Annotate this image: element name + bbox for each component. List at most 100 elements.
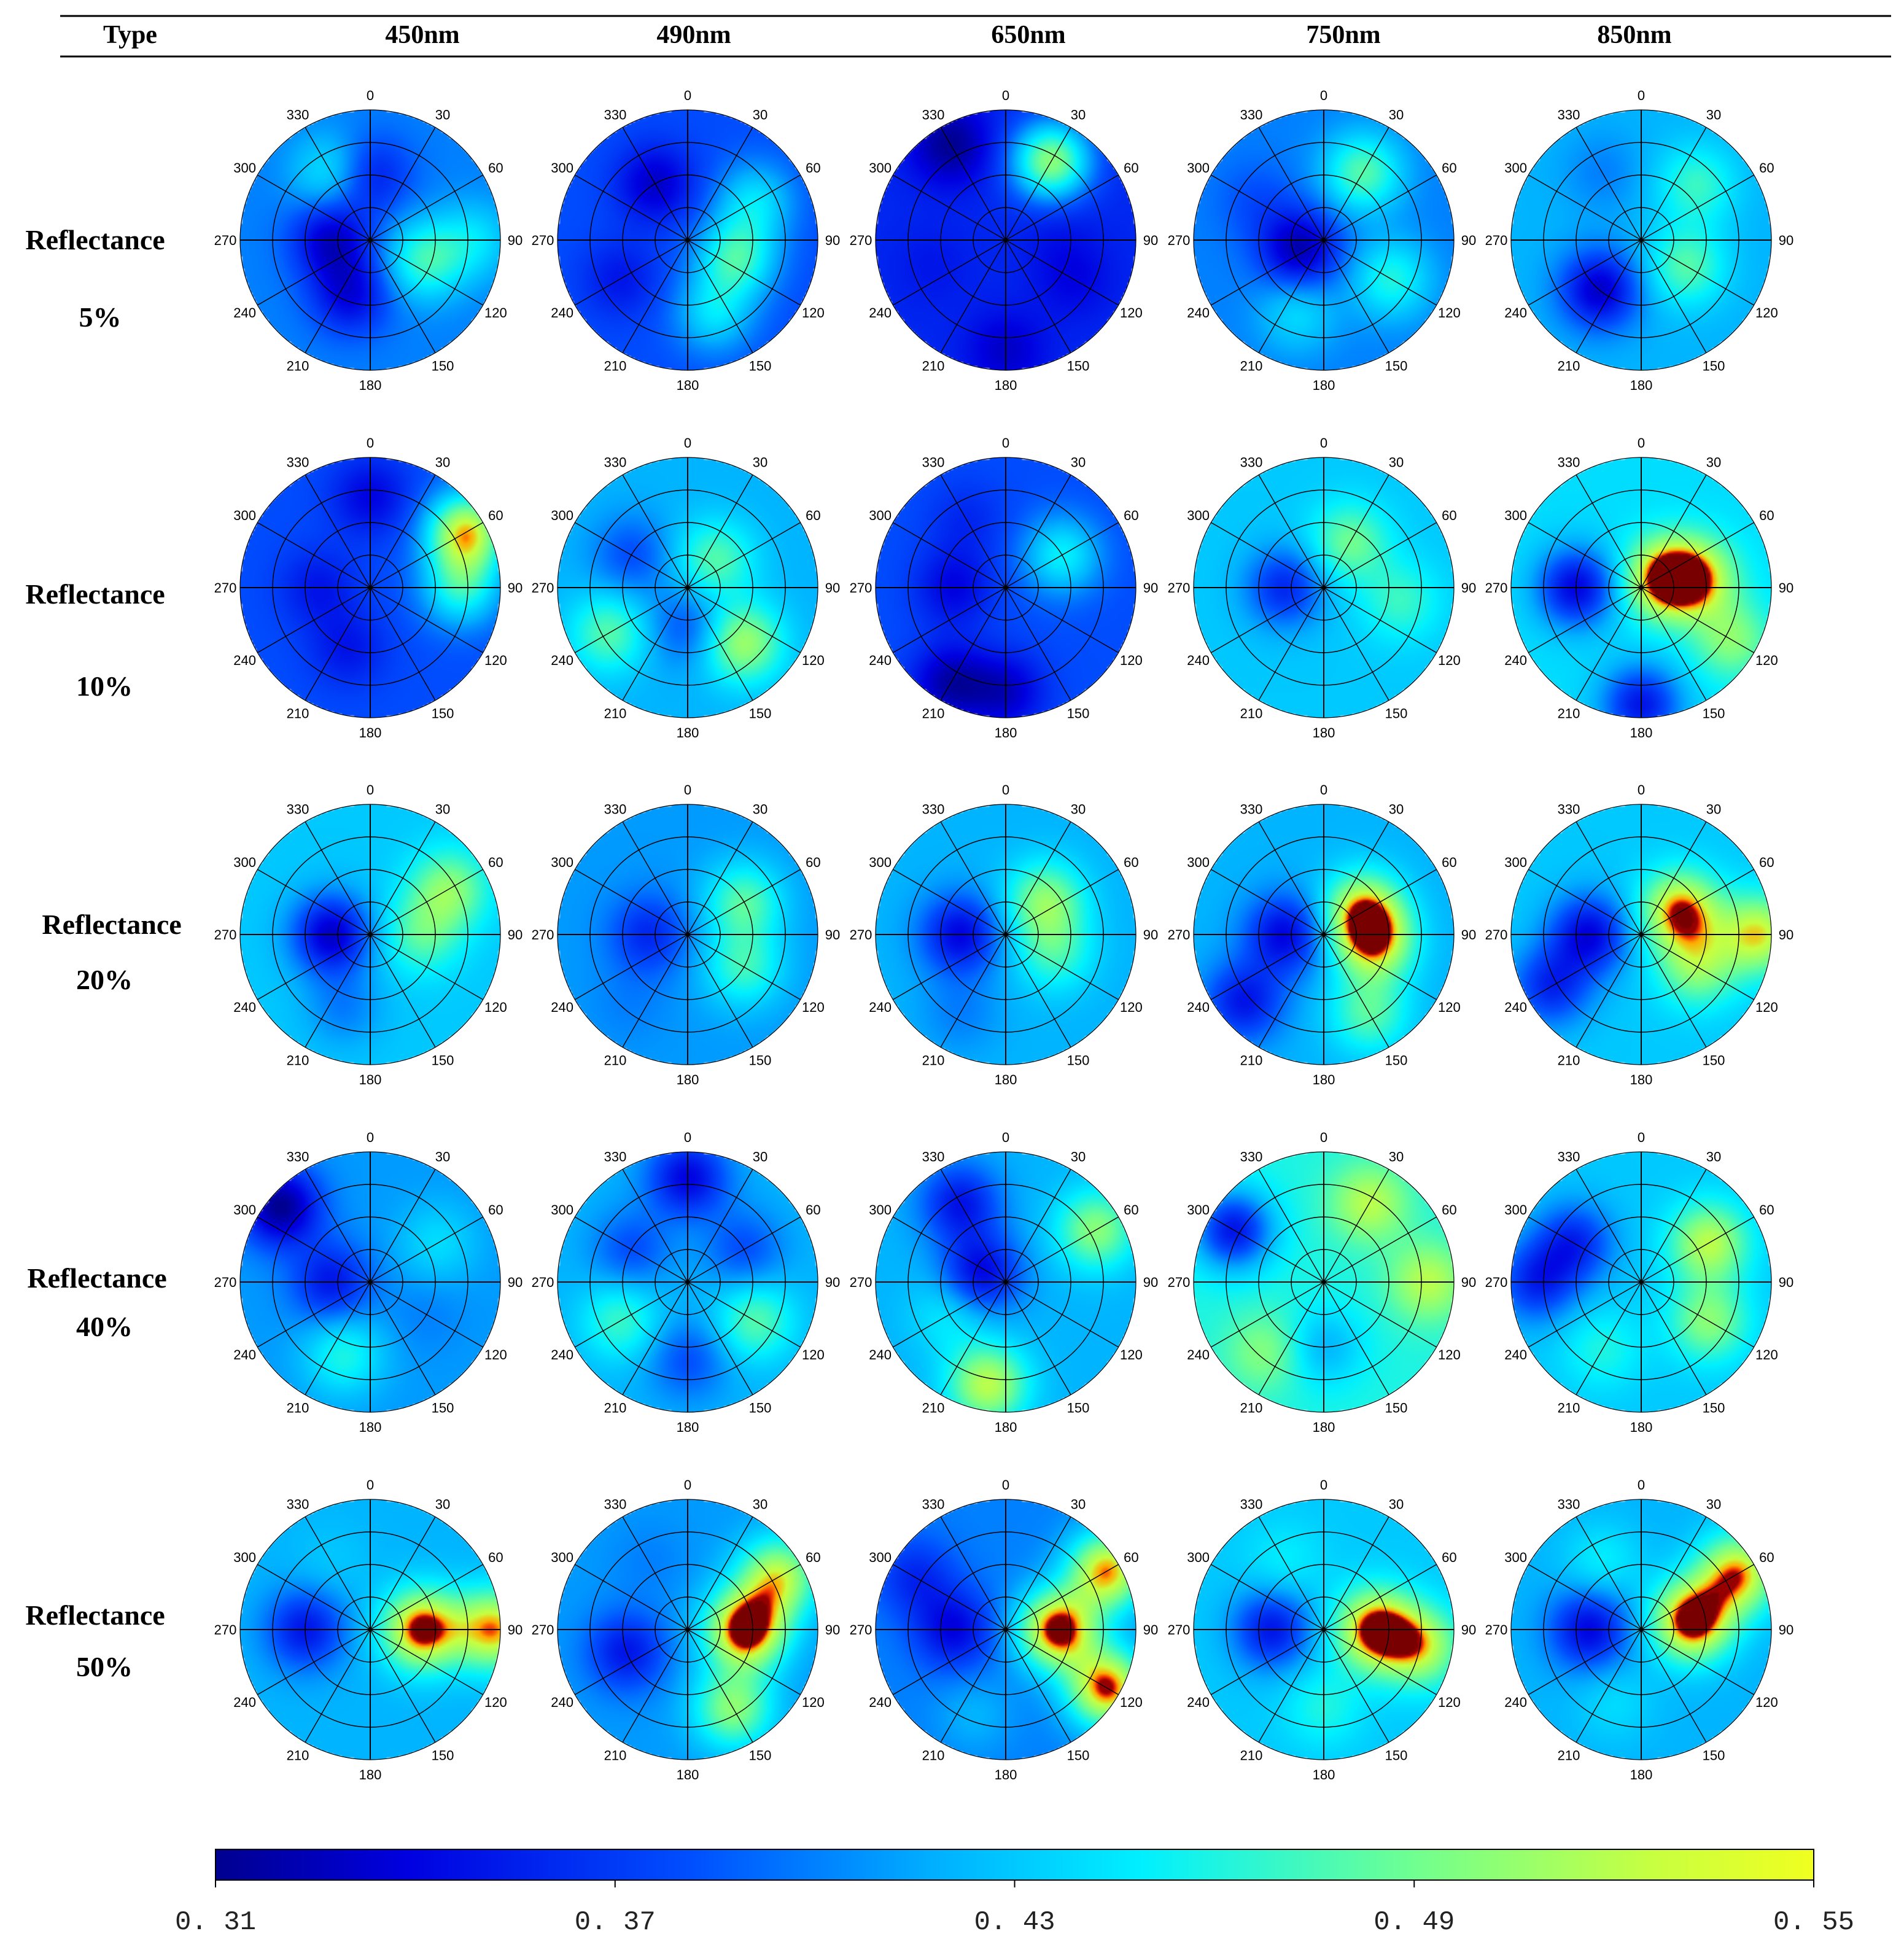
polar-spoke bbox=[1641, 1629, 1707, 1743]
colorbar-tick-label: 0. 43 bbox=[974, 1907, 1055, 1938]
angle-label: 120 bbox=[802, 305, 825, 321]
angle-label: 90 bbox=[1779, 233, 1793, 248]
polar-spoke bbox=[1641, 1281, 1754, 1348]
angle-label: 0 bbox=[367, 782, 374, 798]
polar-spoke bbox=[1258, 1281, 1324, 1395]
polar-spoke bbox=[893, 1564, 1006, 1630]
polar-spoke bbox=[622, 475, 688, 588]
polar-spoke bbox=[257, 869, 371, 935]
polar-spoke bbox=[687, 1216, 801, 1283]
angle-label: 300 bbox=[233, 160, 256, 176]
angle-label: 30 bbox=[1071, 107, 1086, 123]
polar-panel: 0 30 60 90 120 150 180 210 240 270 300 330 bbox=[850, 88, 1159, 393]
angle-label: 0 bbox=[367, 1130, 374, 1145]
angle-label: 270 bbox=[532, 1275, 554, 1290]
polar-spoke bbox=[940, 239, 1006, 353]
polar-spoke bbox=[257, 587, 371, 653]
polar-spoke bbox=[1528, 934, 1642, 1000]
angle-label: 30 bbox=[1706, 107, 1721, 123]
polar-spoke bbox=[687, 934, 753, 1047]
colorbar: 0. 31 0. 37 0. 43 0. 49 0. 55 bbox=[175, 1849, 1854, 1938]
polar-spoke bbox=[257, 1281, 371, 1348]
angle-label: 120 bbox=[1120, 305, 1143, 321]
angle-label: 30 bbox=[435, 802, 450, 817]
angle-label: 270 bbox=[214, 927, 237, 942]
angle-label: 240 bbox=[551, 653, 573, 668]
polar-spoke bbox=[893, 1216, 1006, 1283]
angle-label: 150 bbox=[749, 1400, 772, 1415]
angle-label: 180 bbox=[1313, 378, 1335, 393]
polar-spoke bbox=[1576, 822, 1642, 935]
polar-spoke bbox=[370, 174, 483, 241]
angle-label: 330 bbox=[287, 802, 309, 817]
angle-label: 90 bbox=[1143, 1622, 1158, 1638]
angle-label: 150 bbox=[1067, 1052, 1090, 1068]
angle-label: 30 bbox=[1071, 802, 1086, 817]
angle-label: 120 bbox=[802, 653, 825, 668]
angle-label: 210 bbox=[287, 1747, 309, 1763]
polar-spoke bbox=[1323, 587, 1389, 701]
angle-label: 30 bbox=[1071, 1497, 1086, 1512]
angle-label: 270 bbox=[850, 927, 872, 942]
angle-label: 270 bbox=[1168, 580, 1191, 596]
polar-spoke bbox=[1211, 174, 1324, 241]
angle-label: 90 bbox=[825, 233, 840, 248]
angle-label: 210 bbox=[1558, 1747, 1580, 1763]
polar-spoke bbox=[257, 239, 371, 306]
angle-label: 240 bbox=[869, 653, 892, 668]
angle-label: 120 bbox=[1120, 1695, 1143, 1710]
angle-label: 150 bbox=[749, 705, 772, 721]
polar-spoke bbox=[1576, 587, 1642, 701]
angle-label: 330 bbox=[604, 802, 627, 817]
angle-label: 180 bbox=[995, 725, 1017, 740]
angle-label: 330 bbox=[604, 107, 627, 123]
angle-label: 210 bbox=[604, 1052, 627, 1068]
angle-label: 30 bbox=[435, 455, 450, 470]
polar-panels: 0306090120150180210240270300330030609012… bbox=[214, 88, 1794, 1782]
angle-label: 270 bbox=[214, 580, 237, 596]
angle-label: 120 bbox=[802, 1347, 825, 1362]
polar-spoke bbox=[1005, 127, 1071, 241]
polar-spoke bbox=[1323, 1629, 1437, 1695]
polar-spoke bbox=[1323, 1629, 1389, 1743]
polar-spoke bbox=[1528, 869, 1642, 935]
polar-panel: 0 30 60 90 120 150 180 210 240 270 300 330 bbox=[850, 435, 1159, 740]
polar-spoke bbox=[1528, 239, 1642, 306]
angle-label: 270 bbox=[532, 580, 554, 596]
angle-label: 210 bbox=[1558, 358, 1580, 373]
angle-label: 30 bbox=[753, 455, 767, 470]
angle-label: 270 bbox=[214, 1275, 237, 1290]
polar-spoke bbox=[1641, 1169, 1707, 1283]
polar-spoke bbox=[1211, 1629, 1324, 1695]
angle-label: 240 bbox=[1504, 1000, 1527, 1015]
colorbar-tick-label: 0. 49 bbox=[1374, 1907, 1455, 1938]
polar-spoke bbox=[1641, 127, 1707, 241]
angle-label: 150 bbox=[1385, 1747, 1408, 1763]
angle-label: 330 bbox=[604, 455, 627, 470]
angle-label: 0 bbox=[684, 435, 691, 451]
angle-label: 90 bbox=[1779, 1275, 1793, 1290]
angle-label: 90 bbox=[1461, 580, 1476, 596]
angle-label: 330 bbox=[1558, 455, 1580, 470]
angle-label: 90 bbox=[1779, 1622, 1793, 1638]
polar-panel: 0 30 60 90 120 150 180 210 240 270 300 330 bbox=[1485, 435, 1794, 740]
angle-label: 60 bbox=[488, 160, 503, 176]
polar-spoke bbox=[305, 127, 371, 241]
angle-label: 90 bbox=[825, 927, 840, 942]
polar-spoke bbox=[1641, 822, 1707, 935]
angle-label: 60 bbox=[488, 855, 503, 870]
angle-label: 150 bbox=[432, 1747, 454, 1763]
angle-label: 270 bbox=[1485, 1275, 1508, 1290]
angle-label: 210 bbox=[287, 1400, 309, 1415]
angle-label: 330 bbox=[922, 455, 945, 470]
polar-spoke bbox=[940, 127, 1006, 241]
angle-label: 90 bbox=[1461, 1622, 1476, 1638]
polar-spoke bbox=[1576, 239, 1642, 353]
angle-label: 0 bbox=[684, 1130, 691, 1145]
polar-spoke bbox=[1005, 1281, 1071, 1395]
polar-spoke bbox=[575, 522, 688, 588]
angle-label: 270 bbox=[850, 233, 872, 248]
polar-spoke bbox=[622, 1169, 688, 1283]
polar-spoke bbox=[687, 1169, 753, 1283]
angle-label: 180 bbox=[1630, 1767, 1653, 1782]
